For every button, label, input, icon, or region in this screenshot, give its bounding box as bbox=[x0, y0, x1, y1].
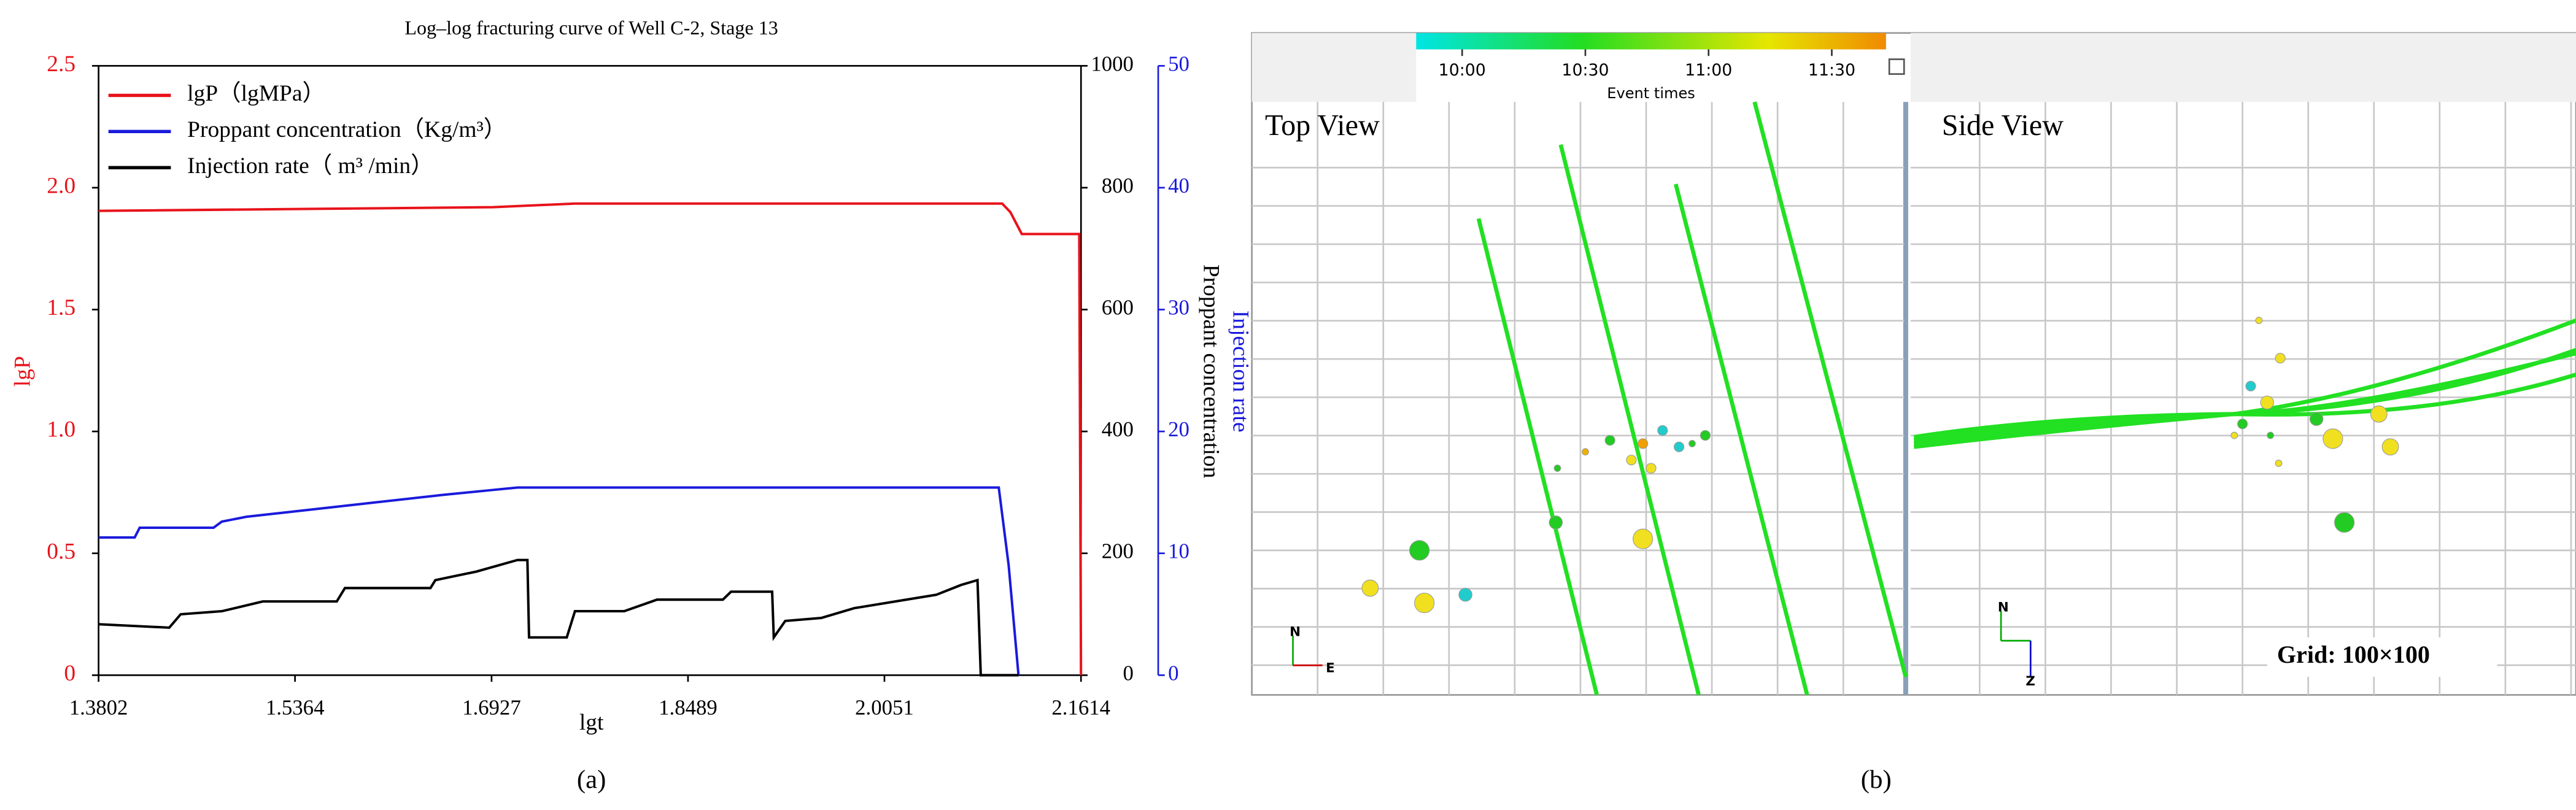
legend-label: Injection rate（ m³ /min） bbox=[187, 153, 433, 179]
event-dot bbox=[2267, 431, 2275, 439]
colorbar-tick-label: 10:30 bbox=[1561, 61, 1609, 80]
x-tick-label: 1.8489 bbox=[659, 696, 717, 720]
y3-tick-label: 40 bbox=[1168, 174, 1189, 198]
axis-glyph-label: Z bbox=[2025, 674, 2035, 689]
y2-tick-label: 1000 bbox=[1091, 52, 1134, 75]
event-dot bbox=[1549, 515, 1563, 530]
view-title: Side View bbox=[1942, 109, 2064, 142]
y2-axis-label: Proppant concentration bbox=[1198, 264, 1223, 479]
colorbar-tick-label: 11:30 bbox=[1808, 61, 1855, 80]
y3-tick-label: 0 bbox=[1168, 661, 1178, 685]
chart-title: Log–log fracturing curve of Well C-2, St… bbox=[404, 17, 778, 39]
event-dot bbox=[2323, 428, 2343, 449]
event-dot bbox=[1700, 430, 1711, 441]
event-dot bbox=[1688, 440, 1696, 447]
grid-note-bg bbox=[2267, 637, 2497, 677]
y-axis-label: lgP bbox=[10, 356, 36, 387]
x-tick-label: 1.5364 bbox=[266, 696, 325, 720]
y-tick-label: 1.0 bbox=[47, 417, 75, 442]
x-tick-label: 2.0051 bbox=[855, 696, 914, 720]
axis-glyph-label: N bbox=[1998, 600, 2009, 615]
event-dot bbox=[1673, 441, 1685, 452]
fracture-line bbox=[1913, 351, 2576, 439]
event-dot bbox=[2275, 460, 2283, 467]
y2-tick-label: 200 bbox=[1102, 539, 1134, 563]
event-dot bbox=[1657, 425, 1668, 436]
event-dot bbox=[2260, 395, 2275, 410]
x-tick-label: 1.6927 bbox=[462, 696, 521, 720]
series-line bbox=[98, 486, 1020, 676]
y2-tick-label: 400 bbox=[1102, 417, 1134, 441]
fracture-line bbox=[1476, 218, 1599, 696]
event-dot bbox=[1582, 448, 1589, 456]
toolbar bbox=[1910, 33, 2576, 102]
colorbar bbox=[1416, 33, 1886, 50]
y-tick-label: 2.5 bbox=[47, 52, 75, 77]
event-dot bbox=[2245, 380, 2256, 392]
y3-tick-label: 50 bbox=[1168, 52, 1189, 75]
toolbar bbox=[1251, 33, 1417, 102]
fracture-line bbox=[1673, 183, 1809, 696]
y-tick-label: 2.0 bbox=[47, 173, 75, 198]
event-dot bbox=[2381, 438, 2399, 456]
y-tick-label: 0 bbox=[64, 661, 75, 686]
y2-tick-label: 0 bbox=[1123, 661, 1134, 685]
panel-label: (b) bbox=[1861, 765, 1892, 794]
x-tick-label: 1.3802 bbox=[69, 696, 128, 720]
event-dot bbox=[2334, 512, 2355, 533]
event-dot bbox=[2275, 353, 2286, 364]
legend-label: lgP（lgMPa） bbox=[187, 81, 325, 106]
view-title: Top View bbox=[1265, 109, 1380, 142]
event-dot bbox=[2255, 317, 2263, 325]
event-dot bbox=[1361, 579, 1379, 597]
event-dot bbox=[1409, 540, 1430, 561]
event-dot bbox=[1604, 434, 1615, 446]
axis-glyph-label: N bbox=[1290, 625, 1301, 640]
event-dot bbox=[1638, 438, 1649, 449]
panel-label: (a) bbox=[577, 765, 606, 794]
event-dot bbox=[1458, 587, 1472, 602]
y2-tick-label: 600 bbox=[1102, 295, 1134, 319]
y3-tick-label: 30 bbox=[1168, 295, 1189, 319]
event-dot bbox=[2237, 418, 2248, 430]
colorbar-label: Event times bbox=[1607, 85, 1695, 102]
panel-b: Event times Top View Side View Grid: 100… bbox=[1251, 32, 2576, 794]
checkbox[interactable] bbox=[1888, 58, 1905, 75]
y-tick-label: 1.5 bbox=[47, 295, 75, 320]
y2-tick-label: 800 bbox=[1102, 174, 1134, 198]
event-dot bbox=[1414, 592, 1435, 614]
event-dot bbox=[2370, 405, 2388, 423]
legend-label: Proppant concentration（Kg/m³） bbox=[187, 117, 506, 142]
event-dot bbox=[1633, 528, 1654, 549]
grid-note: Grid: 100×100 bbox=[2277, 641, 2430, 668]
colorbar-tick-label: 10:00 bbox=[1439, 61, 1486, 80]
x-tick-label: 2.1614 bbox=[1051, 696, 1110, 720]
colorbar-tick-label: 11:00 bbox=[1685, 61, 1732, 80]
y3-axis-label: Injection rate bbox=[1228, 310, 1253, 433]
y3-tick-label: 10 bbox=[1168, 539, 1189, 563]
event-dot bbox=[2309, 412, 2324, 426]
event-dot bbox=[1626, 455, 1637, 466]
x-axis-label: lgt bbox=[579, 710, 604, 735]
y3-tick-label: 20 bbox=[1168, 417, 1189, 441]
event-dot bbox=[2230, 431, 2238, 439]
fracture-line bbox=[1752, 101, 1908, 677]
series-line bbox=[98, 202, 1083, 676]
y-tick-label: 0.5 bbox=[47, 539, 75, 564]
event-dot bbox=[1646, 463, 1657, 474]
axis-glyph-label: E bbox=[1326, 661, 1335, 676]
series-line bbox=[98, 558, 1019, 677]
fracture-line bbox=[1558, 144, 1701, 696]
event-dot bbox=[1553, 465, 1561, 472]
view-frame bbox=[1251, 32, 2576, 696]
